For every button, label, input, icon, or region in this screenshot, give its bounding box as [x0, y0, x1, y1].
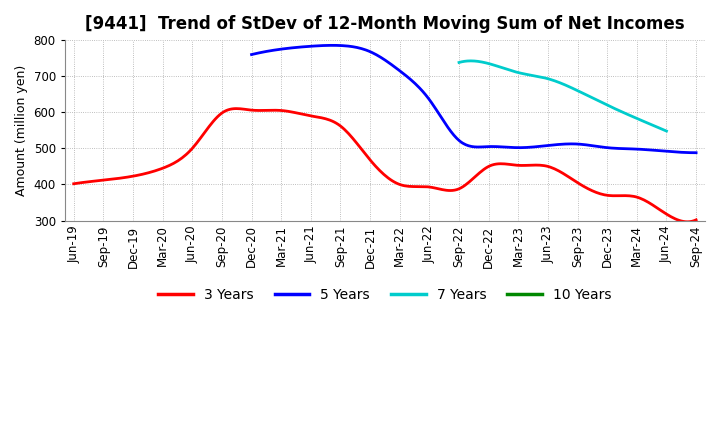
Y-axis label: Amount (million yen): Amount (million yen)	[15, 65, 28, 196]
Legend: 3 Years, 5 Years, 7 Years, 10 Years: 3 Years, 5 Years, 7 Years, 10 Years	[153, 282, 617, 308]
Title: [9441]  Trend of StDev of 12-Month Moving Sum of Net Incomes: [9441] Trend of StDev of 12-Month Moving…	[85, 15, 685, 33]
